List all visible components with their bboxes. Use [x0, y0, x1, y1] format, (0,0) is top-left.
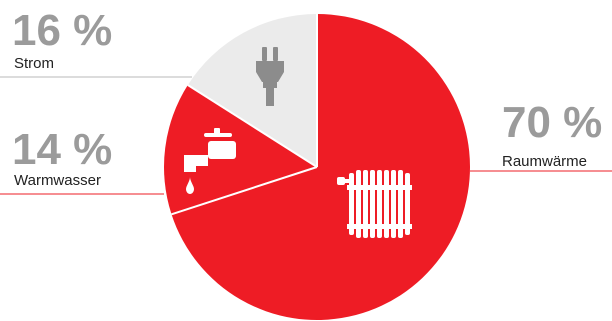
pie-slices — [164, 14, 471, 321]
pie-slice-warmwasser — [164, 85, 317, 215]
raumwaerme-category-label: Raumwärme — [502, 153, 587, 170]
slice-separator-2 — [187, 84, 318, 168]
strom-percent-label: 16 % — [12, 6, 112, 55]
warmwasser-percent-label: 14 % — [12, 125, 112, 174]
raumwaerme-percent-label: 70 % — [502, 98, 602, 147]
strom-category-label: Strom — [14, 55, 54, 72]
water-tap-icon — [184, 128, 236, 194]
pie-slice-strom — [187, 14, 317, 167]
electric-plug-icon — [256, 47, 284, 106]
slice-separators — [171, 14, 318, 216]
radiator-icon — [337, 170, 412, 238]
pie-slice-raumwrme — [171, 14, 471, 321]
slice-separator-1 — [171, 166, 318, 216]
warmwasser-category-label: Warmwasser — [14, 172, 101, 189]
